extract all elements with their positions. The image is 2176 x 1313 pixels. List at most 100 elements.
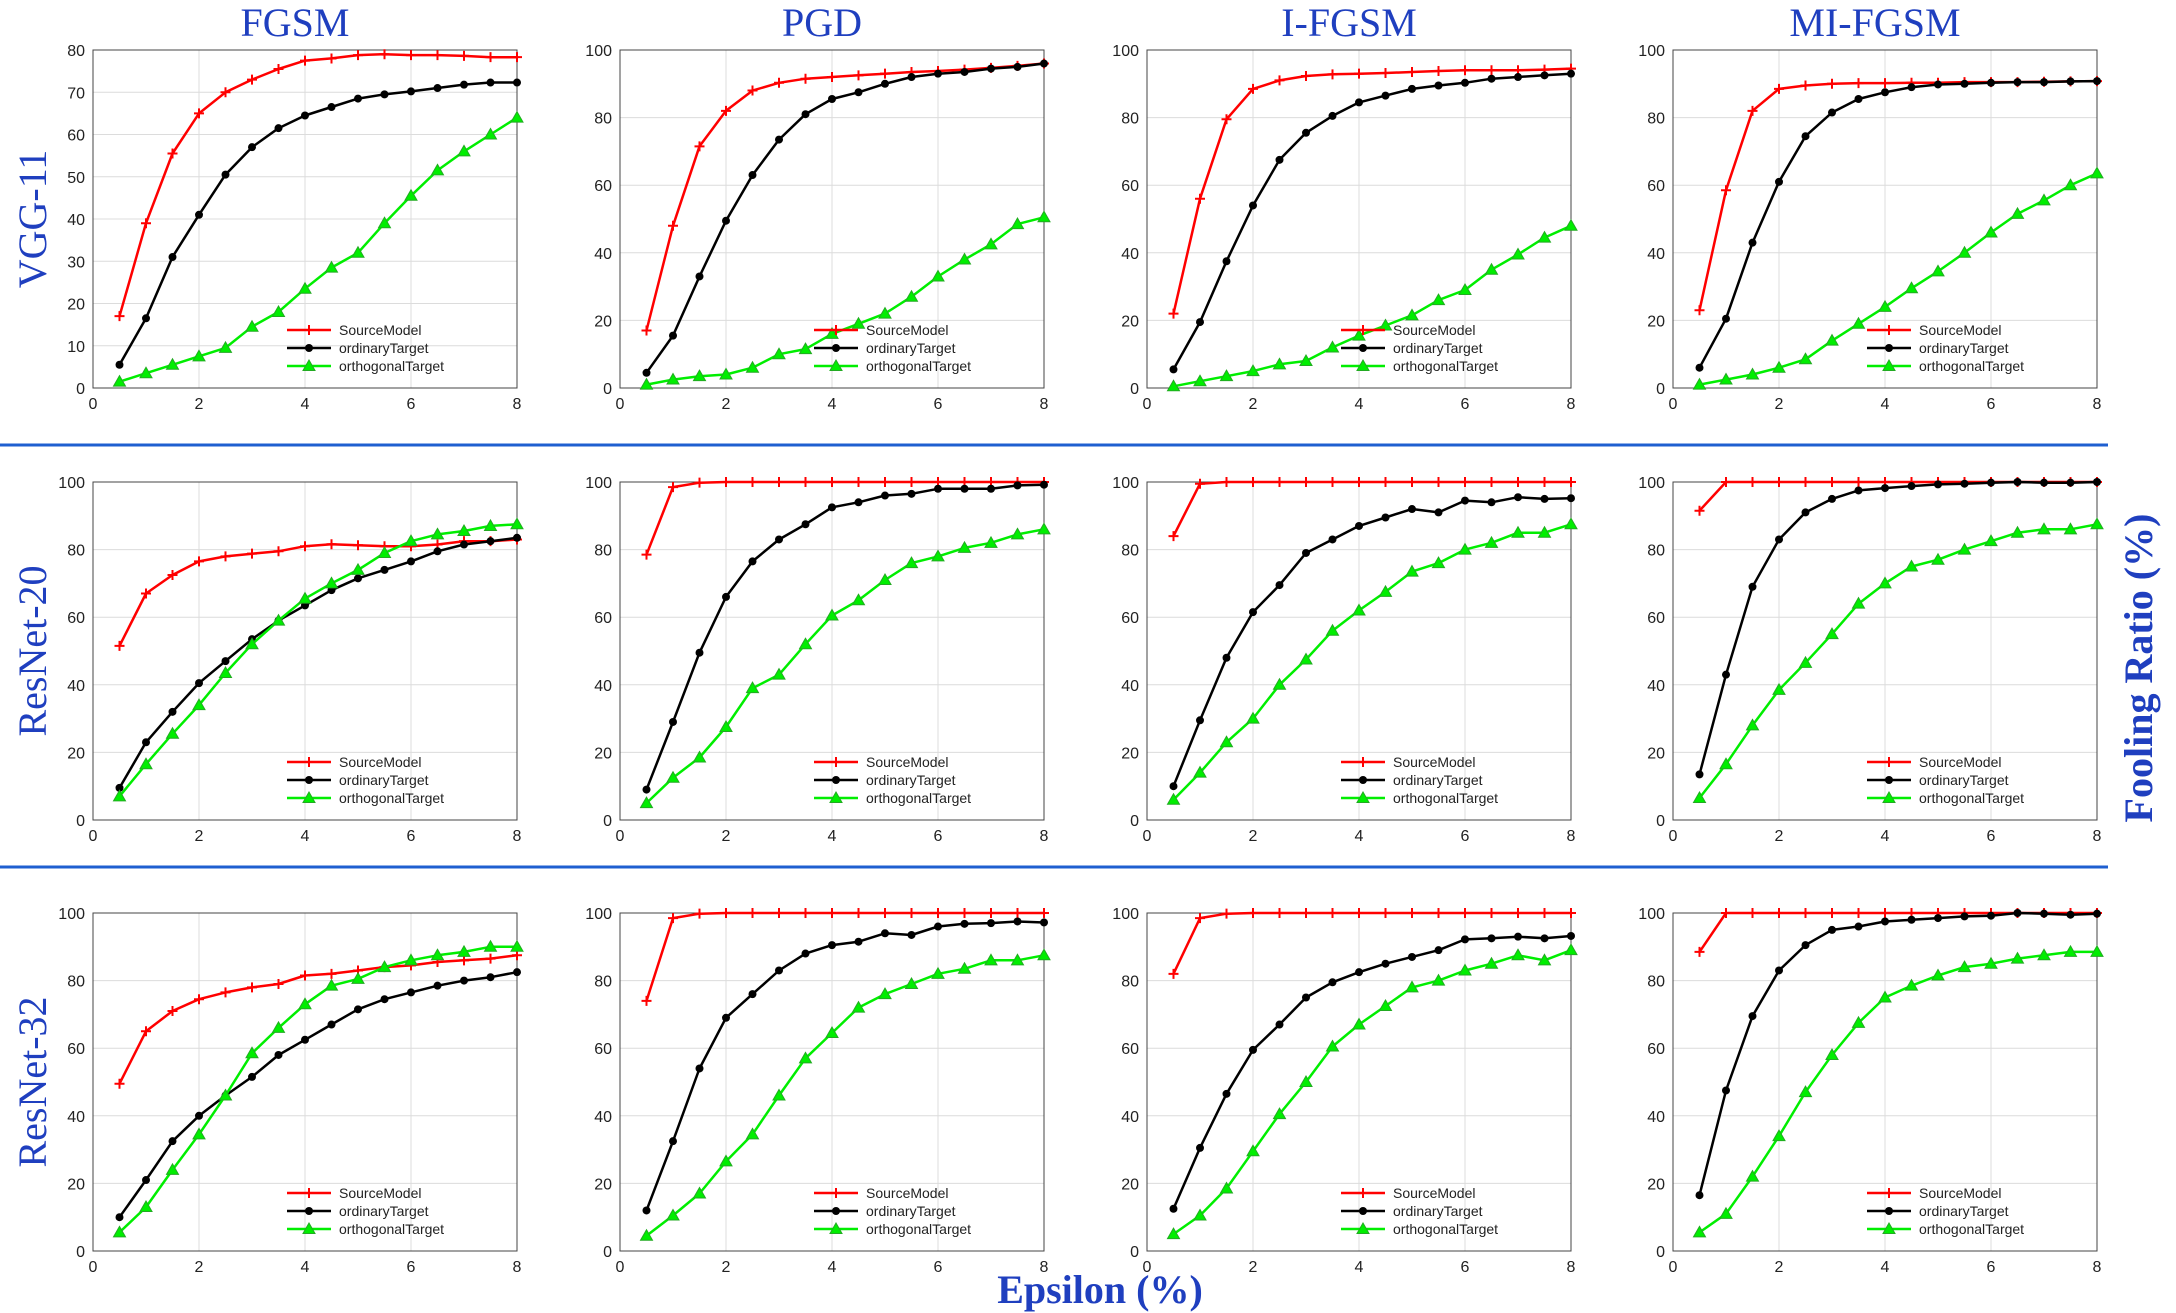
data-point-orthogonalTarget <box>218 665 233 678</box>
data-point-orthogonalTarget <box>1193 374 1207 387</box>
data-point-orthogonalTarget <box>1537 525 1552 538</box>
data-point-SourceModel <box>1853 78 1864 89</box>
data-point-orthogonalTarget <box>2010 206 2025 219</box>
legend-marker-ordinaryTarget <box>1885 776 1893 784</box>
data-point-ordinaryTarget <box>195 1111 203 1120</box>
legend-marker-orthogonalTarget <box>829 1221 843 1234</box>
data-point-orthogonalTarget <box>377 216 392 229</box>
y-tick-label: 30 <box>67 254 85 271</box>
data-point-ordinaryTarget <box>115 360 124 369</box>
y-tick-label: 60 <box>1121 1041 1139 1058</box>
data-point-orthogonalTarget <box>351 971 365 984</box>
legend-label-SourceModel: SourceModel <box>1393 754 1476 770</box>
data-point-ordinaryTarget <box>1249 1045 1257 1054</box>
data-point-SourceModel <box>141 218 151 229</box>
x-tick-label: 8 <box>2093 1259 2102 1276</box>
data-point-ordinaryTarget <box>1695 363 1704 372</box>
data-point-SourceModel <box>485 52 496 63</box>
data-point-orthogonalTarget <box>430 527 445 540</box>
x-tick-label: 6 <box>407 1259 416 1276</box>
legend-marker-orthogonalTarget <box>302 358 316 371</box>
data-point-ordinaryTarget <box>1461 496 1469 505</box>
series-line-ordinaryTarget <box>1172 934 1572 1210</box>
chart-vgg-11-fgsm: 0 2 4 6 801020304050607080SourceModelordinar… <box>67 43 524 413</box>
data-point-SourceModel <box>880 477 890 487</box>
data-point-orthogonalTarget <box>1219 735 1234 748</box>
series-line-orthogonalTarget <box>1699 172 2098 386</box>
data-point-ordinaryTarget <box>1881 88 1889 97</box>
data-point-ordinaryTarget <box>2066 77 2075 86</box>
y-tick-label: 20 <box>67 297 85 314</box>
data-point-SourceModel <box>273 978 284 989</box>
data-point-SourceModel <box>880 908 890 918</box>
data-point-SourceModel <box>220 987 231 998</box>
legend-label-ordinaryTarget: ordinaryTarget <box>866 340 956 356</box>
column-title-pgd: PGD <box>782 0 862 45</box>
data-point-orthogonalTarget <box>851 593 866 606</box>
data-point-orthogonalTarget <box>1825 1047 1839 1060</box>
y-tick-label: 20 <box>1121 313 1139 330</box>
chart-resnet-20-i-fgsm: 0 2 4 6 8020406080100SourceModelordinaryTarg… <box>1112 475 1578 845</box>
data-point-SourceModel <box>1747 908 1758 918</box>
y-tick-label: 80 <box>1647 543 1665 560</box>
series-line-SourceModel <box>118 954 518 1085</box>
data-point-orthogonalTarget <box>324 260 339 273</box>
legend-label-ordinaryTarget: ordinaryTarget <box>339 772 429 788</box>
y-tick-label: 20 <box>67 1176 85 1193</box>
data-point-orthogonalTarget <box>404 534 418 547</box>
data-point-SourceModel <box>1274 477 1285 487</box>
data-point-ordinaryTarget <box>486 537 495 546</box>
x-tick-label: 2 <box>1775 1259 1784 1276</box>
x-axis-title: Epsilon (%) <box>997 1267 1203 1312</box>
data-point-SourceModel <box>1774 477 1784 487</box>
x-tick-label: 4 <box>1355 396 1364 413</box>
data-point-SourceModel <box>959 908 970 918</box>
data-point-orthogonalTarget <box>1931 552 1945 565</box>
data-point-SourceModel <box>906 908 917 918</box>
x-tick-label: 0 <box>1143 1259 1152 1276</box>
chart-vgg-11-pgd: 0 2 4 6 8020406080100SourceModelordinaryTarg… <box>585 43 1051 413</box>
data-point-ordinaryTarget <box>775 135 783 144</box>
data-point-SourceModel <box>1566 477 1576 487</box>
legend-label-orthogonalTarget: orthogonalTarget <box>866 790 971 806</box>
data-point-orthogonalTarget <box>483 939 498 952</box>
data-point-orthogonalTarget <box>483 518 498 531</box>
y-tick-label: 60 <box>67 128 85 145</box>
data-point-SourceModel <box>353 50 363 61</box>
data-point-SourceModel <box>1827 78 1837 89</box>
data-point-ordinaryTarget <box>486 973 495 982</box>
y-tick-label: 40 <box>594 678 612 695</box>
data-point-ordinaryTarget <box>1249 608 1257 617</box>
data-point-ordinaryTarget <box>1934 80 1942 89</box>
data-point-orthogonalTarget <box>404 953 418 966</box>
series-line-ordinaryTarget <box>645 62 1045 374</box>
data-point-ordinaryTarget <box>987 919 995 928</box>
data-point-orthogonalTarget <box>1405 980 1419 993</box>
y-tick-label: 100 <box>1112 43 1139 60</box>
data-point-ordinaryTarget <box>115 1213 124 1222</box>
data-point-ordinaryTarget <box>722 1013 730 1022</box>
data-point-orthogonalTarget <box>1219 369 1234 382</box>
chart-resnet-20-pgd: 0 2 4 6 8020406080100SourceModelordinaryTarg… <box>585 475 1051 845</box>
legend-label-ordinaryTarget: ordinaryTarget <box>1393 772 1483 788</box>
data-point-SourceModel <box>1301 71 1311 82</box>
x-tick-label: 2 <box>1249 828 1258 845</box>
data-point-ordinaryTarget <box>854 498 863 507</box>
data-point-orthogonalTarget <box>957 252 972 265</box>
data-point-orthogonalTarget <box>1931 264 1945 277</box>
data-point-orthogonalTarget <box>931 966 945 979</box>
data-point-orthogonalTarget <box>1405 308 1419 321</box>
data-point-orthogonalTarget <box>719 1154 733 1167</box>
legend-marker-orthogonalTarget <box>302 1221 316 1234</box>
row-title-vgg-11: VGG-11 <box>10 150 55 289</box>
data-point-ordinaryTarget <box>1434 946 1443 955</box>
data-point-orthogonalTarget <box>1745 367 1760 380</box>
data-point-ordinaryTarget <box>1249 201 1257 210</box>
data-point-SourceModel <box>747 85 758 96</box>
data-point-orthogonalTarget <box>878 987 892 1000</box>
y-tick-label: 20 <box>594 313 612 330</box>
legend-label-ordinaryTarget: ordinaryTarget <box>1919 1203 2009 1219</box>
data-point-ordinaryTarget <box>1881 484 1889 493</box>
data-point-orthogonalTarget <box>957 540 972 553</box>
y-tick-label: 60 <box>594 610 612 627</box>
